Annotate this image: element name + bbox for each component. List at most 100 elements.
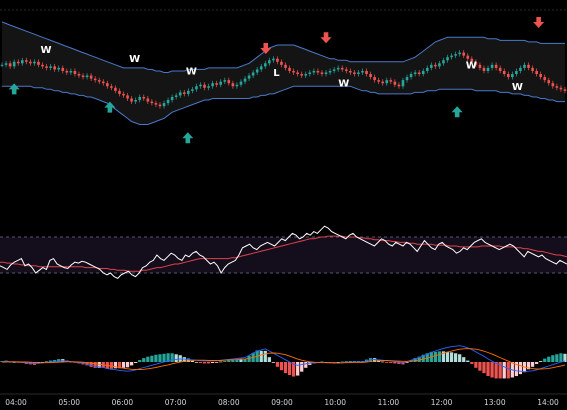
candle-body [490, 64, 494, 68]
macd-histogram-bar [421, 354, 425, 362]
candle-body [150, 101, 154, 104]
candle-body [138, 96, 142, 101]
time-tick-label: 09:00 [271, 398, 293, 407]
candle-body [328, 70, 332, 73]
macd-histogram-bar [223, 361, 227, 362]
candle-body [340, 67, 344, 70]
macd-histogram-bar [158, 354, 162, 362]
candle-body [187, 90, 190, 94]
macd-histogram-bar [486, 362, 490, 377]
macd-histogram-bar [300, 362, 304, 372]
candle-body [543, 77, 547, 81]
candle-body [336, 67, 340, 70]
candle-body [263, 63, 267, 67]
time-tick-label: 10:00 [324, 398, 346, 407]
candle-body [454, 54, 457, 56]
candle-body [320, 72, 324, 75]
macd-histogram-bar [202, 362, 207, 364]
candle-body [292, 70, 295, 73]
macd-histogram-bar [462, 357, 466, 362]
candle-body [162, 103, 166, 107]
candle-body [458, 52, 461, 55]
macd-histogram-bar [292, 362, 296, 377]
candle-body [69, 70, 73, 73]
macd-histogram-bar [474, 362, 478, 368]
macd-histogram-bar [150, 355, 154, 362]
macd-histogram-bar [206, 362, 211, 364]
candle-body [478, 64, 482, 68]
candle-body [555, 86, 559, 88]
candle-body [288, 67, 291, 71]
candle-body [425, 67, 429, 71]
macd-histogram-bar [502, 362, 506, 379]
macd-histogram-bar [109, 362, 113, 369]
macd-histogram-bar [263, 350, 267, 362]
macd-histogram-bar [231, 360, 235, 362]
macd-histogram-bar [215, 362, 219, 363]
macd-histogram-bar [271, 362, 275, 363]
candle-body [219, 81, 223, 85]
macd-histogram-bar [336, 362, 340, 363]
candle-body [401, 80, 405, 87]
macd-histogram-bar [166, 353, 170, 362]
candle-body [421, 70, 425, 75]
macd-histogram-bar [162, 353, 166, 362]
time-tick-label: 06:00 [112, 398, 134, 407]
candle-body [563, 89, 567, 91]
candle-body [231, 83, 235, 87]
macd-histogram-bar [344, 361, 348, 363]
macd-panel[interactable] [0, 345, 567, 379]
candle-body [85, 75, 89, 78]
candle-body [25, 60, 28, 62]
sell-arrow-icon [260, 43, 272, 55]
macd-histogram-bar [470, 362, 474, 364]
macd-signal-line [2, 348, 566, 370]
candle-body [158, 104, 162, 107]
macd-histogram-bar [413, 358, 417, 362]
candle-body [41, 64, 44, 67]
rsi-signal-line [0, 235, 567, 272]
candle-body [239, 81, 243, 85]
time-axis: 04:00 05:00 06:00 07:00 08:00 09:00 10:00 11:00… [0, 393, 567, 407]
price-panel[interactable]: W W W L W W W [0, 17, 567, 144]
macd-histogram-bar [466, 360, 470, 362]
macd-histogram-bar [340, 361, 344, 363]
macd-histogram-bar [287, 362, 292, 376]
candle-body [235, 84, 239, 87]
macd-histogram-bar [393, 362, 397, 364]
candle-body [385, 80, 389, 84]
macd-histogram-bar [547, 356, 551, 362]
candle-body [361, 70, 364, 73]
macd-histogram-bar [12, 362, 16, 363]
candle-body [255, 69, 259, 73]
candle-body [332, 69, 336, 71]
candle-body [174, 95, 178, 97]
macd-histogram-bar [506, 362, 510, 379]
candle-body [33, 61, 36, 64]
macd-histogram-bar [490, 362, 494, 378]
candle-body [65, 70, 69, 73]
candle-body [539, 74, 542, 78]
macd-histogram-bar [454, 353, 458, 362]
candle-body [199, 84, 202, 87]
candle-body [211, 83, 214, 87]
candle-body [417, 72, 421, 75]
candle-body [344, 69, 348, 71]
macd-histogram-bar [198, 362, 203, 363]
candle-body [182, 92, 186, 94]
macd-histogram-bar [174, 354, 178, 362]
candle-body [203, 84, 206, 88]
candle-body [195, 86, 198, 90]
candle-body [442, 60, 445, 64]
candle-body [486, 67, 490, 71]
macd-histogram-bar [530, 362, 535, 367]
macd-histogram-bar [332, 362, 336, 363]
rsi-panel[interactable] [0, 225, 567, 280]
macd-histogram-bar [125, 362, 130, 368]
candle-body [207, 86, 210, 88]
candle-body [29, 61, 32, 64]
macd-histogram-bar [239, 359, 243, 362]
macd-histogram-bar [134, 362, 138, 363]
time-tick-label: 11:00 [378, 398, 400, 407]
